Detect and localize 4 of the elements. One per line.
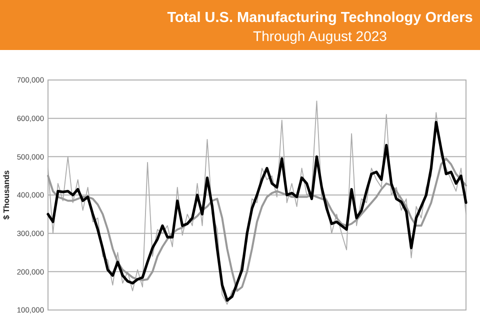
y-axis-title: $ Thousands [2, 170, 11, 220]
chart-title: Total U.S. Manufacturing Technology Orders [167, 10, 473, 26]
chart-subtitle: Through August 2023 [253, 28, 388, 44]
line-series [47, 158, 467, 292]
